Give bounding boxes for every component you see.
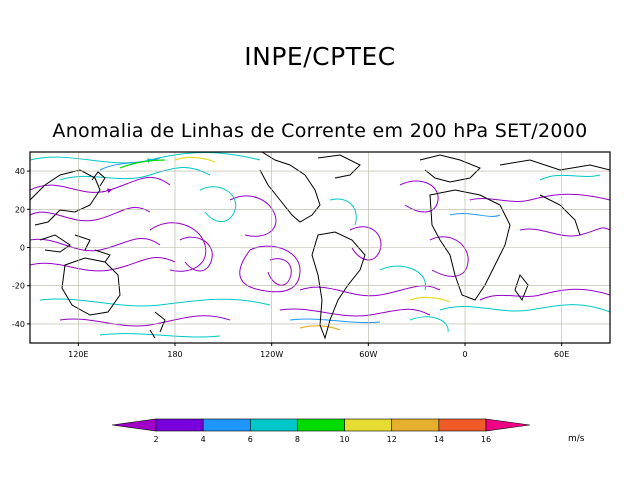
lon-tick-label: 60W	[359, 350, 377, 359]
colorbar-label: 14	[434, 435, 444, 444]
colorbar-label: 6	[248, 435, 253, 444]
lon-tick-label: 60E	[554, 350, 569, 359]
colorbar-units: m/s	[568, 434, 585, 444]
lon-tick-label: 0	[462, 350, 467, 359]
continent-madagascar	[514, 273, 529, 302]
lon-axis: 120E 180 120W 60W 0 60E	[68, 343, 569, 359]
graticule	[30, 152, 610, 343]
colorbar-label: 2	[153, 435, 158, 444]
lon-tick-label: 120E	[68, 350, 88, 359]
colorbar-segment	[155, 418, 204, 432]
lon-tick-label: 180	[167, 350, 182, 359]
continent-maritime	[39, 234, 111, 263]
continents	[30, 152, 610, 340]
colorbar-label: 8	[295, 435, 300, 444]
jet-cores	[119, 156, 451, 331]
continent-south-america	[311, 231, 366, 340]
lat-tick-label: 0	[20, 244, 25, 253]
colorbar-segment	[391, 418, 440, 432]
streamlines-strong	[99, 157, 501, 324]
colorbar-segment-high	[485, 418, 531, 432]
continent-asia	[30, 169, 101, 226]
colorbar-segment-low	[111, 418, 157, 432]
continent-australia	[61, 257, 121, 316]
colorbar-label: 10	[339, 435, 349, 444]
lon-tick-label: 120W	[260, 350, 283, 359]
lat-tick-label: 40	[15, 167, 25, 176]
colorbar-segment	[438, 418, 487, 432]
streamlines-weak	[30, 176, 610, 327]
continent-asia-east	[499, 159, 610, 236]
colorbar-label: 12	[387, 435, 397, 444]
colorbar-label: 4	[201, 435, 206, 444]
continent-europe	[419, 154, 481, 183]
colorbar-segment	[249, 418, 298, 432]
continent-newzealand	[149, 311, 166, 339]
lat-axis: 40 20 0 -20 -40	[12, 167, 30, 329]
lat-tick-label: -40	[12, 320, 25, 329]
lat-tick-label: 20	[15, 205, 25, 214]
continent-north-america	[259, 152, 361, 223]
colorbar-segment	[202, 418, 251, 432]
colorbar-segment	[297, 418, 345, 432]
colorbar-label: 16	[481, 435, 491, 444]
map-title: Anomalia de Linhas de Corrente em 200 hP…	[52, 120, 588, 142]
colorbar-segment	[344, 418, 393, 432]
lat-tick-label: -20	[12, 282, 25, 291]
agency-title: INPE/CPTEC	[244, 42, 396, 71]
continent-japan	[91, 171, 106, 187]
continent-africa	[429, 189, 511, 301]
